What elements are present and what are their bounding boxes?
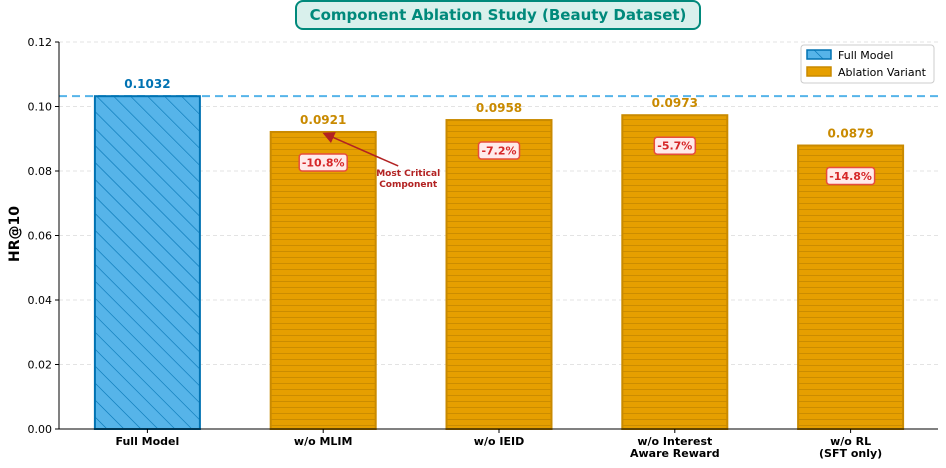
bars xyxy=(93,95,905,431)
bar-value-label: 0.0921 xyxy=(300,113,346,127)
y-tick-label: 0.02 xyxy=(28,359,53,372)
x-category-label: w/o Interest Aware Reward xyxy=(630,435,720,460)
bar-ablation-variant-hatch xyxy=(798,145,904,429)
legend-frame xyxy=(800,44,935,84)
data-labels: 0.1032 0.0921 -10.8% 0.0958 -7.2% 0.0973 -5.7%… xyxy=(124,77,876,186)
legend-label-ablation-variant: Ablation Variant xyxy=(838,66,927,79)
annotation-text: Most Critical Component xyxy=(376,169,440,190)
bar-ablation-variant-hatch xyxy=(446,120,552,430)
annotation: Most Critical Component xyxy=(322,132,440,190)
y-axis-ticks: 0.00 0.02 0.04 0.06 0.08 0.10 0.12 xyxy=(28,36,59,436)
y-tick-label: 0.12 xyxy=(28,36,53,49)
y-tick-label: 0.10 xyxy=(28,101,53,114)
bar-value-label: 0.0973 xyxy=(652,96,698,110)
legend-label-full-model: Full Model xyxy=(838,49,893,62)
chart-title: Component Ablation Study (Beauty Dataset… xyxy=(295,0,701,30)
y-axis-label: HR@10 xyxy=(7,206,23,262)
x-category-label: w/o MLIM xyxy=(294,435,353,448)
change-badge-text: -10.8% xyxy=(302,156,345,169)
change-badge xyxy=(477,141,521,160)
chart-title-box xyxy=(295,0,701,30)
y-tick-label: 0.04 xyxy=(28,294,53,307)
bar-value-label: 0.1032 xyxy=(124,77,170,91)
bar-value-label: 0.0879 xyxy=(827,127,873,141)
bar-ablation-variant-hatch xyxy=(270,131,376,430)
legend: Full Model Ablation Variant xyxy=(800,44,935,84)
x-category-label: Full Model xyxy=(116,435,180,448)
x-category-label: w/o RL (SFT only) xyxy=(819,435,882,460)
y-tick-label: 0.06 xyxy=(28,230,53,243)
change-badge-text: -14.8% xyxy=(829,170,872,183)
change-badge xyxy=(825,166,876,186)
bar-ablation-variant-hatch xyxy=(622,115,728,430)
y-tick-label: 0.00 xyxy=(28,423,53,436)
legend-swatch-full-model-hatch xyxy=(807,50,831,59)
chart-title-text: Component Ablation Study (Beauty Dataset… xyxy=(310,6,687,24)
change-badge-text: -7.2% xyxy=(481,145,516,158)
bar-value-label: 0.0958 xyxy=(476,101,522,115)
annotation-arrow xyxy=(322,132,399,167)
x-axis-categories: Full Model w/o MLIM w/o IEID w/o Interest Aw… xyxy=(116,429,882,460)
change-badge xyxy=(298,153,348,172)
y-tick-label: 0.08 xyxy=(28,165,53,178)
legend-swatch-ablation-variant xyxy=(806,66,832,77)
change-badge xyxy=(653,136,697,155)
x-category-label: w/o IEID xyxy=(474,435,524,448)
bar-full-model-hatch xyxy=(94,96,200,430)
change-badge-text: -5.7% xyxy=(657,140,692,153)
